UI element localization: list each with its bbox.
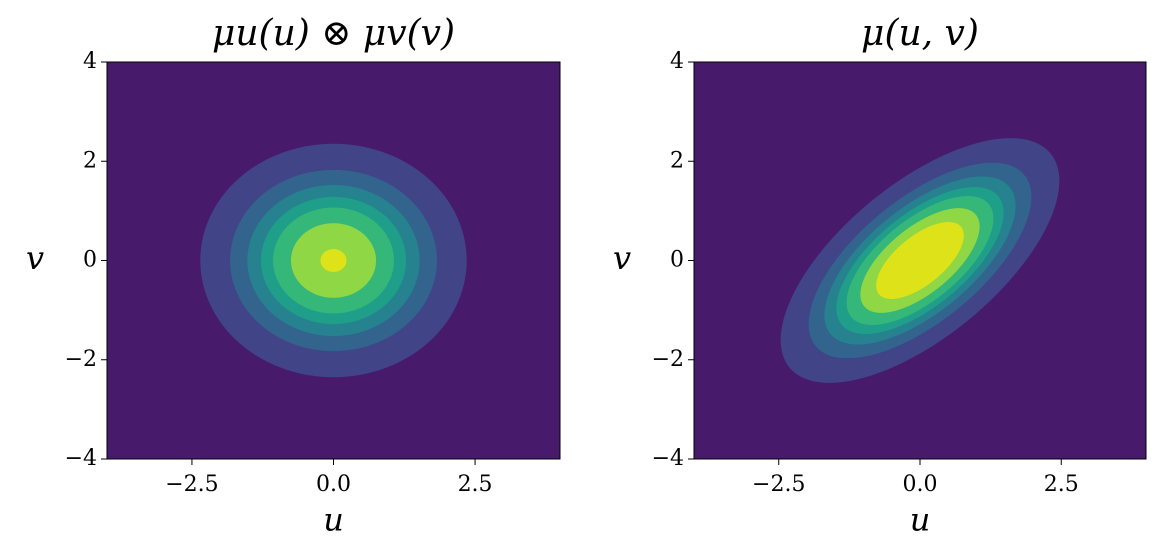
x-tick-label: 2.5 <box>458 472 493 497</box>
chart-title: μ(u, v) <box>861 13 979 54</box>
contour-level <box>876 222 964 299</box>
chart-title: μu(u) ⊗ μv(v) <box>212 13 455 54</box>
x-axis-label: u <box>323 501 344 539</box>
y-axis-label: v <box>26 239 44 277</box>
plot-area <box>694 62 1146 459</box>
y-tick-label: 4 <box>83 49 97 74</box>
x-tick-label: 0.0 <box>316 472 351 497</box>
y-tick-label: 0 <box>670 248 684 273</box>
y-tick-label: 2 <box>670 148 684 173</box>
plot-area <box>107 62 560 459</box>
y-tick-label: −4 <box>652 446 684 471</box>
y-axis-label: v <box>613 239 631 277</box>
y-tick-label: 2 <box>83 148 97 173</box>
y-tick-label: 0 <box>83 248 97 273</box>
chart-panel: −2.5 0.0 2.5 −4 −2 0 2 4 μ(u, v) u v <box>613 13 1147 539</box>
y-tick-label: 4 <box>670 49 684 74</box>
x-tick-label: −2.5 <box>752 472 805 497</box>
y-tick-label: −4 <box>65 446 97 471</box>
contour-level <box>320 249 347 272</box>
chart-panel: −2.5 0.0 2.5 −4 −2 0 2 4 μu(u) ⊗ μv(v) u v <box>26 13 561 539</box>
x-axis-label: u <box>910 501 931 539</box>
y-tick-label: −2 <box>652 347 684 372</box>
x-tick-label: 2.5 <box>1044 472 1079 497</box>
y-tick-label: −2 <box>65 347 97 372</box>
x-tick-label: 0.0 <box>903 472 938 497</box>
x-tick-label: −2.5 <box>165 472 218 497</box>
